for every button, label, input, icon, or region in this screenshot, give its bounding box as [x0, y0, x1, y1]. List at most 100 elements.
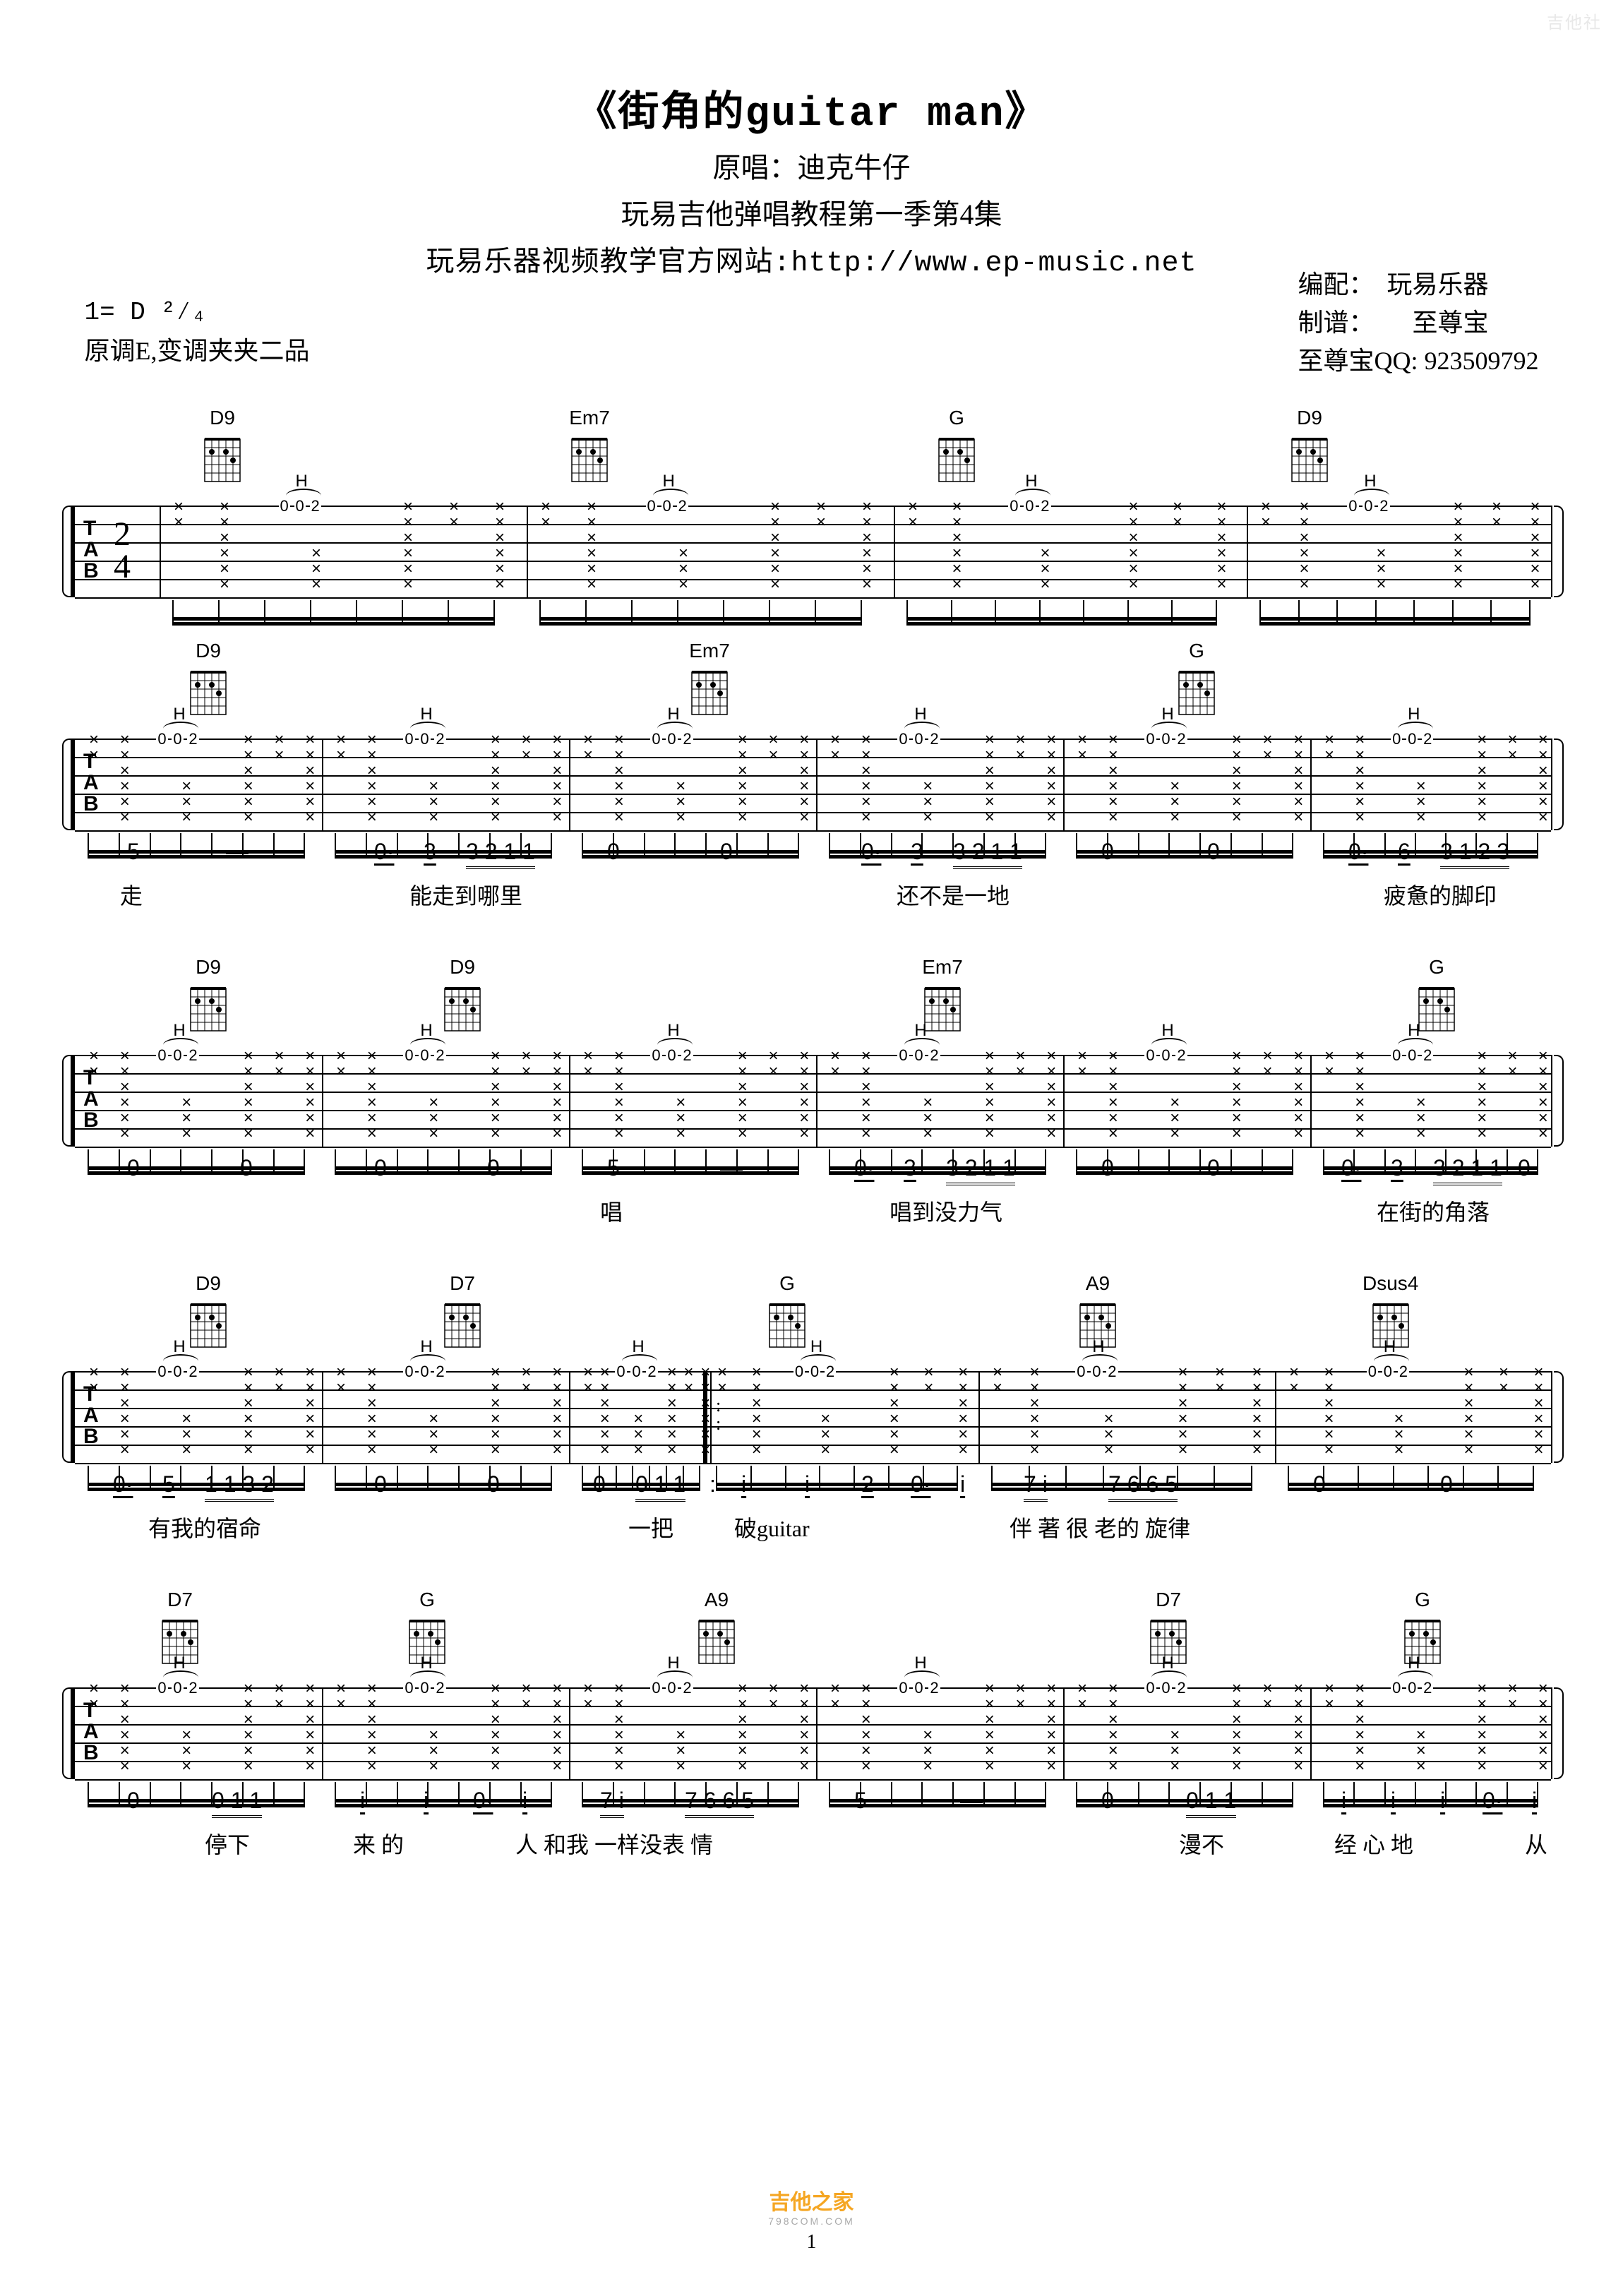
lyric-row: 唱唱到没力气在街的角落	[71, 1195, 1552, 1230]
numeric-note: 3 2 1 1	[953, 839, 1022, 869]
systems-container: D9 Em7 G D9 TAB24×××××××××××××××××××××××…	[0, 407, 1623, 1862]
lyric-text: 经 心 地	[1334, 1827, 1413, 1860]
tab-staff: TAB×××××××××××××××××××××××××H002××××××××…	[71, 1687, 1552, 1779]
numeric-note: 0	[1313, 1471, 1326, 1497]
chord-block: Em7	[565, 407, 614, 489]
qq-label: 至尊宝QQ:	[1298, 347, 1418, 375]
numeric-note: i	[360, 1788, 365, 1814]
numeric-note: 7 6 6 5	[685, 1788, 754, 1818]
numeric-note: 0 1 1	[212, 1788, 262, 1818]
numeric-note: 0	[1101, 1155, 1114, 1181]
tab-system: D9 Em7 G D9 TAB24×××××××××××××××××××××××…	[71, 407, 1552, 597]
chord-block: D9	[184, 1272, 233, 1354]
header: 《街角的guitar man》 原唱：迪克牛仔 玩易吉他弹唱教程第一季第4集 玩…	[0, 0, 1623, 280]
numeric-note: 0	[374, 1471, 387, 1497]
lyric-text: 伴 著 很 老的 旋律	[1010, 1511, 1190, 1543]
arranger-name: 玩易乐器	[1387, 270, 1489, 299]
chord-name: D7	[155, 1589, 205, 1611]
chord-name: G	[762, 1272, 812, 1295]
numeric-note: 7 6 6 5	[1108, 1471, 1178, 1502]
numeric-note: 0	[127, 1788, 140, 1814]
numeric-note: 0	[127, 1155, 140, 1181]
numeric-note: 3 2 1 1	[946, 1155, 1015, 1185]
lyric-text: 有我的宿命	[148, 1511, 261, 1543]
tab-content: ×××××××××××××××××××××××××H002×××××××××××…	[75, 484, 1551, 611]
chord-diagram	[932, 432, 981, 489]
chord-name: D7	[438, 1272, 487, 1295]
numeric-note: 0·	[1483, 1788, 1502, 1814]
tab-staff: TAB::×××××××××××××××××××××××××H002××××××…	[71, 1371, 1552, 1463]
chord-name: Em7	[918, 956, 967, 979]
tab-staff: TAB24×××××××××××××××××××××××××H002××××××…	[71, 506, 1552, 597]
lyric-row: 有我的宿命一把破guitar伴 著 很 老的 旋律	[71, 1511, 1552, 1546]
tab-system: D9 D9 Em7 G TAB×××××××××××××××××××××××××…	[71, 956, 1552, 1230]
numeric-note: —	[226, 839, 248, 865]
chord-block: D9	[184, 640, 233, 722]
numeric-note: i	[1341, 1788, 1346, 1814]
tab-system: D9 D7 G A9 Dsus4 TAB::××××××××××××××××××…	[71, 1272, 1552, 1546]
page-number: 1	[0, 2231, 1623, 2254]
numeric-note: 0 1 1	[635, 1471, 685, 1502]
lyric-text: 破guitar	[734, 1511, 810, 1543]
chord-diagram	[1285, 432, 1334, 489]
chord-name: D9	[184, 1272, 233, 1295]
numeric-note: 3	[904, 1155, 916, 1181]
numeric-note: 3 2 1 1	[1433, 1155, 1502, 1185]
chord-block: D9	[184, 956, 233, 1038]
numeric-note: 5	[127, 839, 140, 865]
lyric-text: 走	[120, 878, 143, 911]
numeric-note: 3	[1391, 1155, 1403, 1181]
numeric-note: i	[960, 1471, 965, 1497]
numeric-note: —	[720, 1155, 743, 1181]
chord-name: G	[932, 407, 981, 429]
chord-block: G	[762, 1272, 812, 1354]
numeric-note: 0	[1440, 1471, 1453, 1497]
lyric-text: 漫不	[1179, 1827, 1224, 1860]
numeric-note: 0	[374, 1155, 387, 1181]
song-title: 《街角的guitar man》	[0, 78, 1623, 138]
numeric-note: 0	[487, 1471, 500, 1497]
chord-diagram	[184, 665, 233, 722]
chord-diagram	[692, 1614, 741, 1670]
chord-block: G	[1172, 640, 1221, 722]
numeric-note: 6	[1398, 839, 1411, 865]
numeric-note: 0·	[113, 1471, 133, 1497]
page-footer: 吉他之家 798COM.COM 1	[0, 2184, 1623, 2254]
singer-label: 原唱：	[713, 152, 798, 184]
meta-left: 1= D ²⁄₄ 原调E,变调夹夹二品	[85, 294, 310, 370]
chord-block: D9	[438, 956, 487, 1038]
course-line: 玩易吉他弹唱教程第一季第4集	[0, 191, 1623, 232]
tab-content: ×××××××××××××××××××××××××H002×××××××××××…	[75, 1666, 1551, 1793]
chord-name: Dsus4	[1363, 1272, 1418, 1295]
lyric-text: 能走到哪里	[409, 878, 522, 911]
chord-diagram	[184, 981, 233, 1038]
chord-name: A9	[1073, 1272, 1122, 1295]
numeric-note: 0	[1101, 839, 1114, 865]
numeric-note: 5	[607, 1155, 620, 1181]
numeric-note: i	[741, 1471, 746, 1497]
chord-name: G	[1412, 956, 1461, 979]
chord-name: D9	[1285, 407, 1334, 429]
numeric-notation-row: 00005—0·33 2 1 1000·33 2 1 10	[71, 1155, 1552, 1186]
tab-staff: TAB×××××××××××××××××××××××××H002××××××××…	[71, 739, 1552, 830]
chord-diagram	[685, 665, 734, 722]
footer-logo: 吉他之家	[0, 2184, 1623, 2216]
numeric-notation-row: 00 1 1ii0·i7 i7 6 6 55—00 1 1iii0·i	[71, 1788, 1552, 1819]
numeric-note: 0	[720, 839, 733, 865]
chord-diagram	[438, 1298, 487, 1354]
numeric-note: i	[1440, 1788, 1445, 1814]
numeric-notation-row: 0·51 1 3 20000 1 1:ii20·i7 i7 6 6 500	[71, 1471, 1552, 1502]
lyric-text: 在街的角落	[1377, 1195, 1490, 1227]
chord-block: D9	[1285, 407, 1334, 489]
chord-name: Em7	[565, 407, 614, 429]
numeric-notation-row: 5—0·33 2 1 1000·33 2 1 1000·63 1 2 3	[71, 839, 1552, 870]
numeric-note: 3	[424, 839, 436, 865]
numeric-note: 0	[607, 839, 620, 865]
numeric-note: 7 i	[600, 1788, 624, 1818]
transcriber-name: 至尊宝	[1413, 309, 1489, 337]
chord-block: G	[1398, 1589, 1447, 1670]
chord-name: G	[1172, 640, 1221, 662]
singer-line: 原唱：迪克牛仔	[0, 145, 1623, 186]
numeric-note: —	[960, 1788, 983, 1814]
chord-name: D9	[438, 956, 487, 979]
